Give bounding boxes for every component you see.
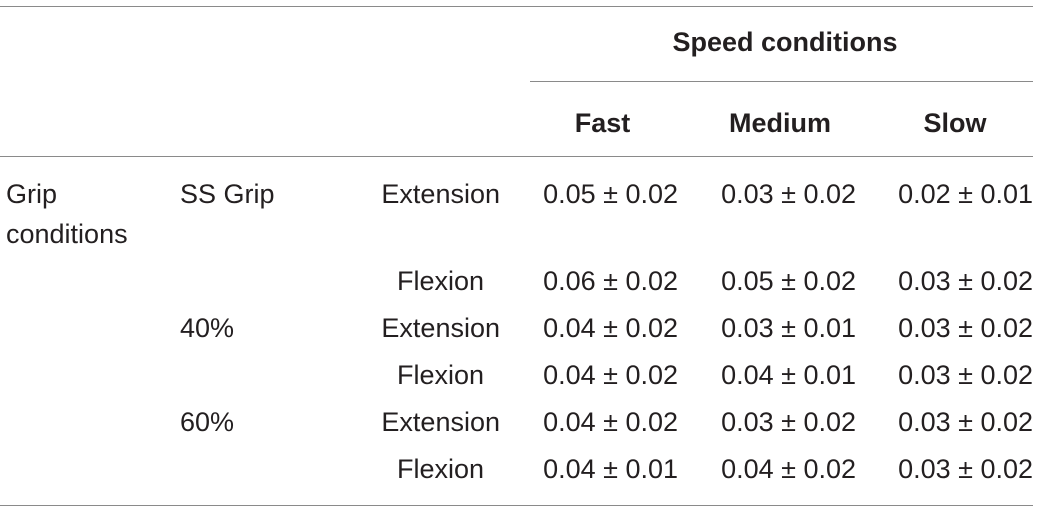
- grip-label: 40%: [180, 313, 235, 343]
- value-slow: 0.03 ± 0.02: [898, 360, 1033, 390]
- value-slow: 0.02 ± 0.01: [898, 179, 1033, 209]
- value-medium: 0.04 ± 0.01: [721, 360, 856, 390]
- value-fast: 0.04 ± 0.02: [543, 407, 678, 437]
- direction-label: Flexion: [396, 454, 484, 484]
- value-medium: 0.05 ± 0.02: [721, 266, 856, 296]
- value-medium: 0.03 ± 0.02: [721, 179, 856, 209]
- value-fast: 0.04 ± 0.02: [543, 313, 678, 343]
- speed-conditions-rule: [530, 81, 1033, 82]
- direction-label: Extension: [381, 313, 500, 343]
- value-fast: 0.05 ± 0.02: [543, 179, 678, 209]
- column-header-medium: Medium: [728, 108, 831, 138]
- direction-label: Flexion: [396, 266, 484, 296]
- direction-label: Extension: [381, 179, 500, 209]
- direction-label: Flexion: [396, 360, 484, 390]
- speed-conditions-header: Speed conditions: [672, 27, 898, 57]
- row-group-label-line2: conditions: [6, 219, 128, 249]
- value-medium: 0.03 ± 0.01: [721, 313, 856, 343]
- row-group-label-line1: Grip: [6, 179, 58, 209]
- value-medium: 0.04 ± 0.02: [721, 454, 856, 484]
- value-medium: 0.03 ± 0.02: [721, 407, 856, 437]
- value-fast: 0.04 ± 0.02: [543, 360, 678, 390]
- table-top-rule: [0, 6, 1033, 7]
- column-header-slow: Slow: [923, 108, 987, 138]
- value-fast: 0.06 ± 0.02: [543, 266, 678, 296]
- value-slow: 0.03 ± 0.02: [898, 454, 1033, 484]
- value-slow: 0.03 ± 0.02: [898, 266, 1033, 296]
- grip-label: SS Grip: [180, 179, 275, 209]
- table-bottom-rule: [0, 505, 1033, 506]
- value-slow: 0.03 ± 0.02: [898, 313, 1033, 343]
- direction-label: Extension: [381, 407, 500, 437]
- value-fast: 0.04 ± 0.01: [543, 454, 678, 484]
- value-slow: 0.03 ± 0.02: [898, 407, 1033, 437]
- grip-label: 60%: [180, 407, 235, 437]
- column-header-fast: Fast: [574, 108, 631, 138]
- table-header-rule: [0, 156, 1033, 157]
